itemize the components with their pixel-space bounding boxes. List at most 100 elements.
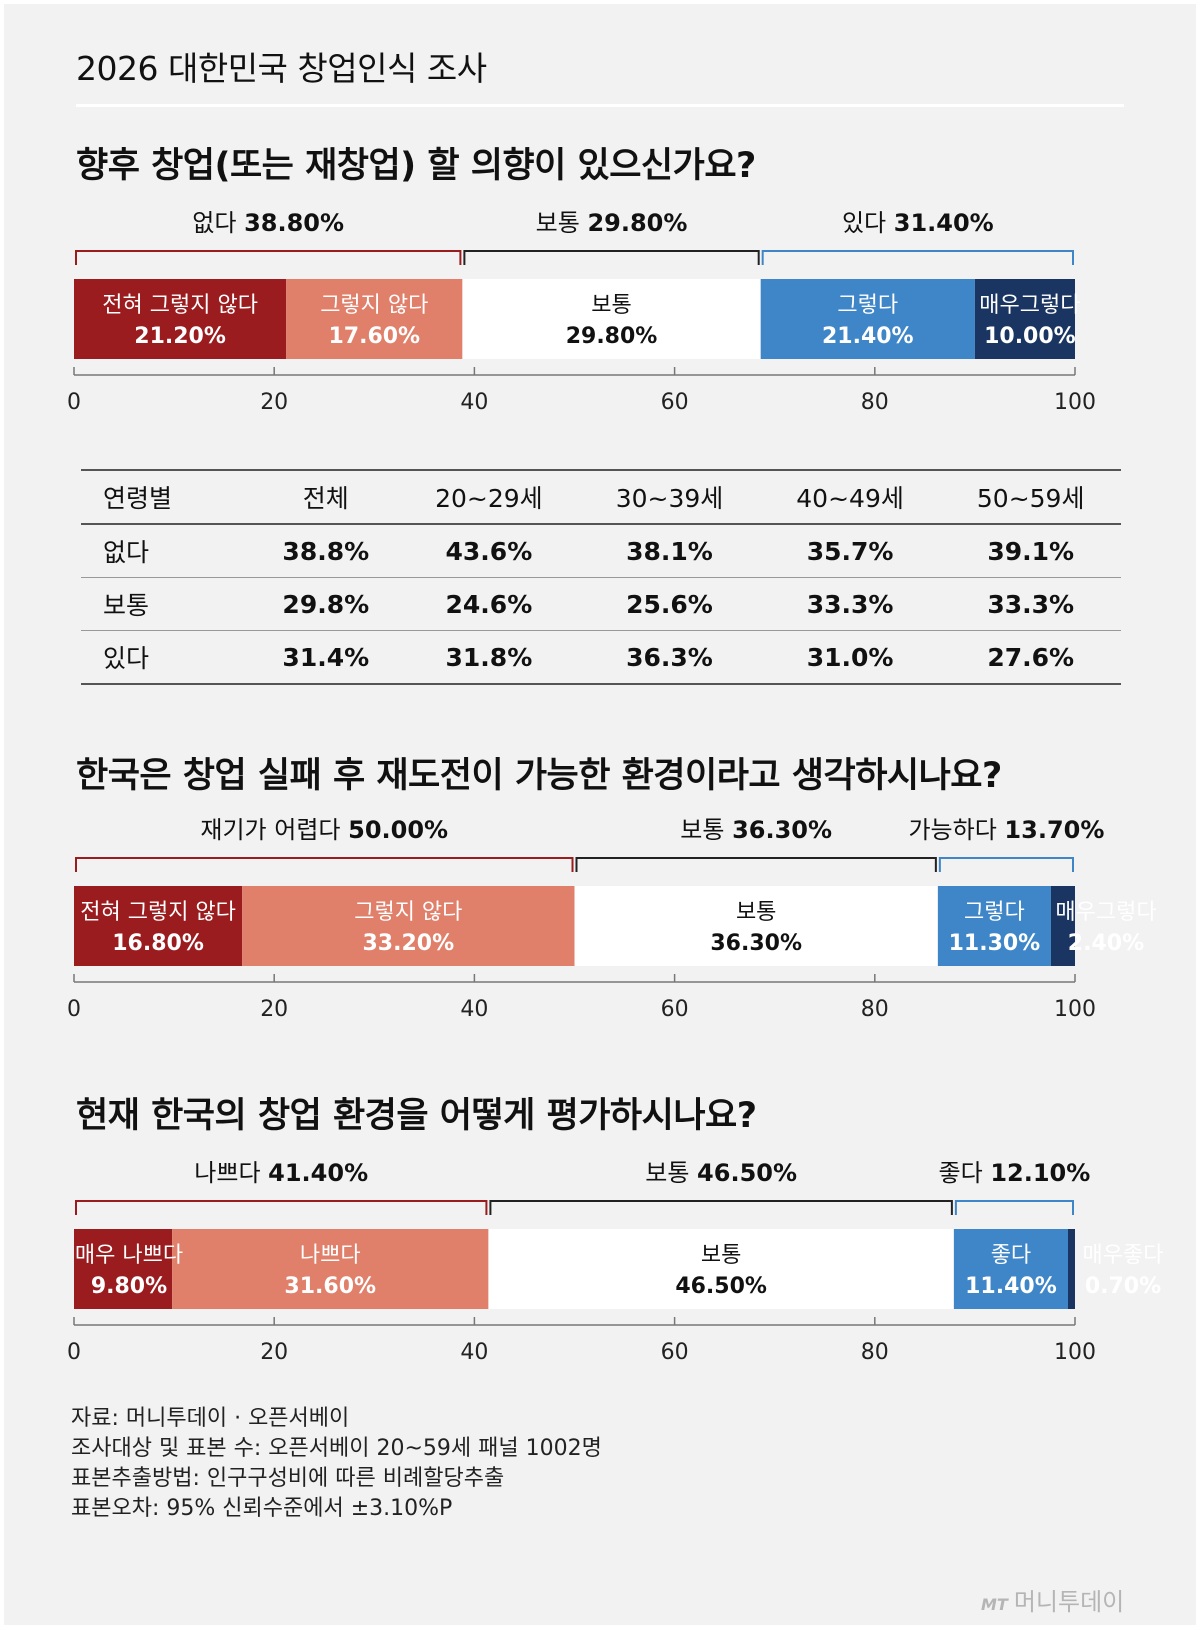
table-cell: 27.6%	[940, 630, 1121, 685]
x-tick-label: 0	[67, 1340, 81, 1365]
segment-value-label: 11.30%	[949, 931, 1041, 956]
table-cell: 35.7%	[759, 524, 941, 578]
chart-3-title: 현재 한국의 창업 환경을 어떻게 평가하시나요?	[76, 1096, 757, 1136]
bar-segment	[953, 1229, 1068, 1309]
segment-value-label: 0.70%	[1085, 1274, 1161, 1299]
group-bracket	[75, 1200, 488, 1215]
table-cell: 31.0%	[759, 630, 941, 685]
bar-segment	[937, 886, 1051, 966]
group-label: 가능하다 13.70%	[908, 816, 1104, 844]
bar-segment	[172, 1229, 489, 1309]
x-tick-label: 100	[1054, 390, 1096, 415]
segment-label: 그렇지 않다	[320, 293, 428, 318]
segment-label: 전혀 그렇지 않다	[80, 900, 236, 925]
x-tick-label: 20	[260, 997, 288, 1022]
segment-value-label: 10.00%	[984, 324, 1076, 349]
bar-segment	[74, 279, 287, 359]
chart-1: 없다 38.80% 보통 29.80% 있다 31.40% 전혀 그렇지 않다 21.2…	[67, 209, 1096, 415]
x-tick-label: 100	[1054, 1340, 1096, 1365]
table-header-cell: 50~59세	[940, 470, 1121, 525]
x-tick-label: 80	[861, 1340, 889, 1365]
x-tick-label: 20	[260, 390, 288, 415]
bar-segment	[74, 886, 243, 966]
main-title: 2026 대한민국 창업인식 조사	[76, 49, 487, 88]
footnote-method: 표본추출방법: 인구구성비에 따른 비례할당추출	[71, 1466, 505, 1491]
segment-label: 매우그렇다	[979, 293, 1080, 318]
x-tick-label: 40	[460, 390, 488, 415]
table-row: 없다 38.8% 43.6% 38.1% 35.7% 39.1%	[81, 524, 1121, 578]
table-row: 있다 31.4% 31.8% 36.3% 31.0% 27.6%	[81, 630, 1121, 685]
segment-label: 매우 나쁘다	[75, 1243, 183, 1268]
table-cell: 38.8%	[253, 524, 399, 578]
group-label: 없다 38.80%	[192, 209, 344, 237]
table-header-cell: 전체	[253, 470, 399, 525]
table-header-cell: 40~49세	[759, 470, 941, 525]
group-label: 보통 29.80%	[536, 209, 688, 237]
segment-label: 매우그렇다	[1055, 900, 1156, 925]
table-cell: 39.1%	[940, 524, 1121, 578]
bar-segment	[1067, 1229, 1075, 1309]
infographic: 2026 대한민국 창업인식 조사 향후 창업(또는 재창업) 할 의향이 있으…	[4, 4, 1196, 1625]
segment-label: 보통	[701, 1243, 741, 1268]
x-tick-label: 80	[861, 390, 889, 415]
x-tick-label: 60	[661, 1340, 689, 1365]
segment-value-label: 11.40%	[965, 1274, 1057, 1299]
group-label: 보통 46.50%	[645, 1159, 797, 1187]
x-tick-label: 0	[67, 390, 81, 415]
bar-segment	[286, 279, 463, 359]
segment-label: 보통	[591, 293, 631, 318]
footnotes: 자료: 머니투데이 · 오픈서베이 조사대상 및 표본 수: 오픈서베이 20~…	[71, 1404, 602, 1524]
x-tick-label: 40	[460, 1340, 488, 1365]
segment-label: 전혀 그렇지 않다	[102, 293, 258, 318]
segment-value-label: 2.40%	[1068, 931, 1144, 956]
bar-segment	[242, 886, 575, 966]
group-bracket	[938, 857, 1074, 872]
segment-value-label: 21.40%	[822, 324, 914, 349]
bar-segment	[974, 279, 1075, 359]
group-bracket	[575, 857, 937, 872]
group-bracket	[761, 250, 1074, 265]
x-tick-label: 80	[861, 997, 889, 1022]
table-cell: 31.8%	[398, 630, 580, 685]
group-label: 좋다 12.10%	[939, 1159, 1091, 1187]
footnote-error: 표본오차: 95% 신뢰수준에서 ±3.10%P	[71, 1496, 453, 1521]
table-header-cell: 20~29세	[398, 470, 580, 525]
logo-name: 머니투데이	[1013, 1588, 1125, 1616]
footnote-sample: 조사대상 및 표본 수: 오픈서베이 20~59세 패널 1002명	[71, 1436, 602, 1461]
group-bracket	[463, 250, 760, 265]
table-header-row: 연령별 전체 20~29세 30~39세 40~49세 50~59세	[81, 470, 1121, 525]
segment-value-label: 36.30%	[710, 931, 802, 956]
group-bracket	[489, 1200, 953, 1215]
x-tick-label: 60	[661, 390, 689, 415]
group-label: 재기가 어렵다 50.00%	[200, 816, 448, 844]
segment-value-label: 46.50%	[675, 1274, 767, 1299]
segment-value-label: 29.80%	[566, 324, 658, 349]
x-tick-label: 40	[460, 997, 488, 1022]
x-tick-label: 0	[67, 997, 81, 1022]
segment-label: 매우좋다	[1083, 1243, 1164, 1268]
table-cell: 24.6%	[398, 577, 580, 631]
table-row: 보통 29.8% 24.6% 25.6% 33.3% 33.3%	[81, 577, 1121, 631]
table-cell: 38.1%	[579, 524, 760, 578]
table-cell: 29.8%	[253, 577, 399, 631]
bar-segment	[462, 279, 761, 359]
table-row-label: 있다	[81, 630, 253, 685]
chart-2-title: 한국은 창업 실패 후 재도전이 가능한 환경이라고 생각하시나요?	[76, 756, 1002, 796]
group-label: 보통 36.30%	[680, 816, 832, 844]
title-divider	[76, 104, 1124, 107]
group-bracket	[954, 1200, 1074, 1215]
age-breakdown-table: 연령별 전체 20~29세 30~39세 40~49세 50~59세 없다 38…	[81, 469, 1121, 685]
segment-label: 좋다	[991, 1243, 1031, 1268]
table-cell: 25.6%	[579, 577, 760, 631]
segment-label: 보통	[736, 900, 776, 925]
footnote-source: 자료: 머니투데이 · 오픈서베이	[71, 1406, 350, 1431]
table-row-label: 보통	[81, 577, 253, 631]
segment-label: 그렇다	[964, 900, 1025, 925]
chart-2: 재기가 어렵다 50.00% 보통 36.30% 가능하다 13.70% 전혀 그렇지…	[67, 816, 1157, 1022]
segment-label: 그렇지 않다	[354, 900, 462, 925]
publisher-logo: MT 머니투데이	[981, 1582, 1124, 1617]
x-tick-label: 100	[1054, 997, 1096, 1022]
bar-segment	[760, 279, 975, 359]
segment-value-label: 33.20%	[363, 931, 455, 956]
bar-segment	[488, 1229, 954, 1309]
